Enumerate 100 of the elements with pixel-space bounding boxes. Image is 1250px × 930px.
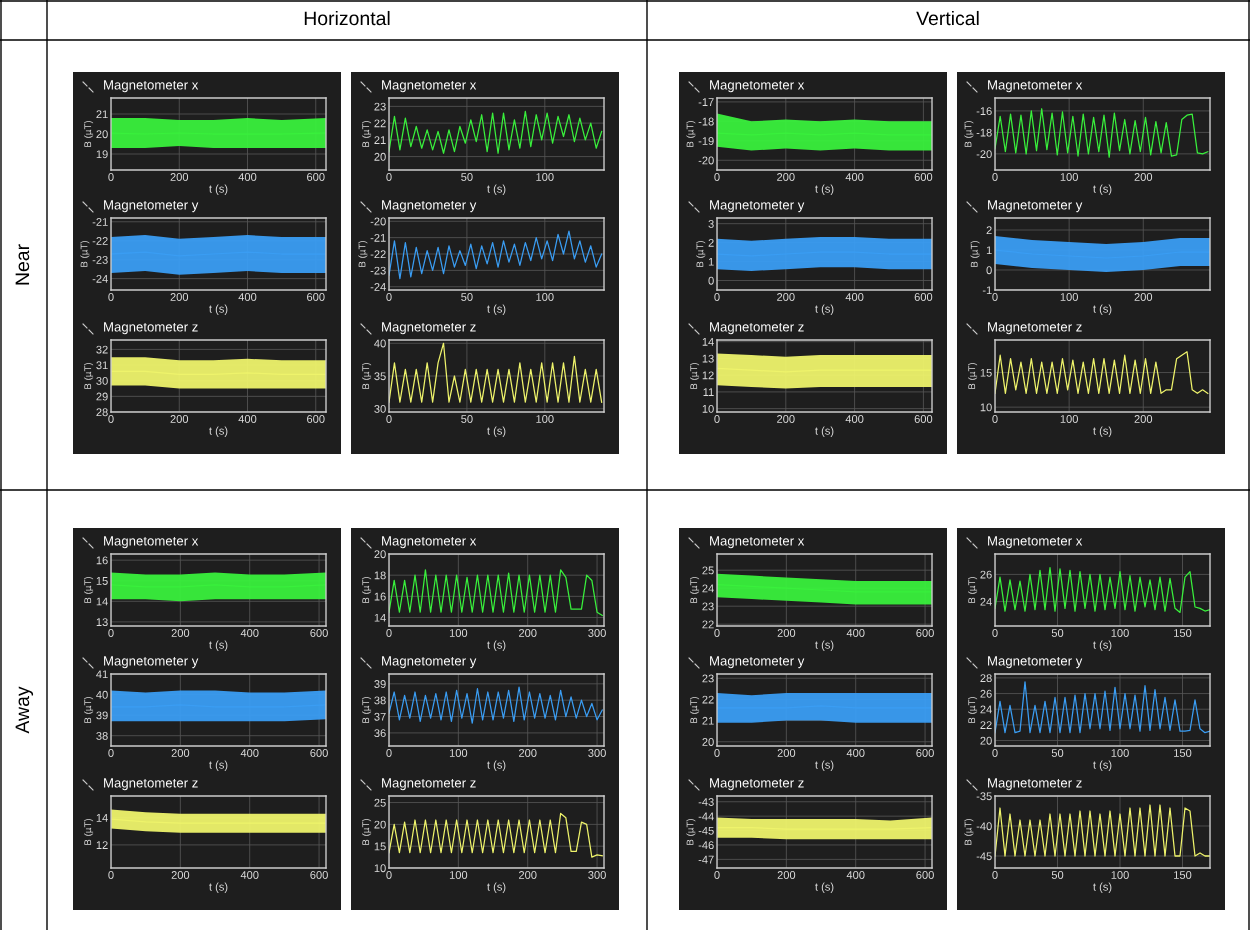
y-tick-label: 38 [96, 731, 108, 740]
x-axis-title: t (s) [815, 426, 834, 437]
chart-title: Magnetometer y [988, 656, 1083, 669]
x-tick-label: 100 [449, 749, 468, 757]
x-tick-label: 100 [449, 629, 468, 637]
x-axis-title: t (s) [487, 640, 506, 651]
y-tick-label: 21 [702, 716, 714, 725]
line-series [995, 108, 1209, 158]
x-axis-title: t (s) [487, 426, 506, 437]
x-tick-label: 400 [846, 749, 865, 757]
y-axis-title: B (µT) [690, 577, 700, 603]
y-tick-label: -24 [370, 282, 386, 291]
y-tick-label: 26 [980, 689, 992, 698]
x-tick-label: 200 [519, 749, 537, 757]
x-tick-label: 100 [1060, 293, 1078, 301]
x-tick-label: 50 [461, 173, 473, 181]
y-tick-label: 0 [708, 276, 714, 285]
x-axis-title: t (s) [815, 640, 834, 651]
y-tick-label: 24 [980, 597, 992, 606]
y-tick-label: -35 [976, 792, 992, 801]
y-axis-title: B (µT) [968, 363, 978, 389]
x-tick-label: 0 [108, 415, 114, 423]
x-tick-label: 0 [386, 293, 392, 301]
x-axis-title: t (s) [487, 882, 506, 893]
y-tick-label: 25 [702, 566, 714, 575]
y-axis-title: B (µT) [964, 819, 974, 845]
y-tick-label: 13 [96, 618, 108, 627]
line-series [389, 812, 603, 858]
y-tick-label: 14 [96, 814, 108, 822]
y-tick-label: 2 [986, 226, 992, 235]
y-tick-label: -20 [370, 217, 386, 226]
y-axis-title: B (µT) [696, 241, 706, 267]
y-tick-label: 40 [374, 339, 386, 348]
y-tick-label: 28 [980, 674, 992, 683]
line-series [995, 681, 1210, 734]
x-axis-title: t (s) [487, 304, 506, 315]
y-axis-title: B (µT) [84, 363, 94, 389]
y-tick-label: 20 [702, 738, 714, 746]
x-tick-label: 600 [914, 173, 933, 181]
y-axis-title: B (µT) [964, 121, 974, 147]
y-tick-label: 28 [96, 408, 108, 417]
x-tick-label: 100 [536, 293, 554, 301]
x-tick-label: 0 [992, 173, 998, 181]
x-tick-label: 600 [916, 871, 934, 879]
y-axis-title: B (µT) [968, 697, 978, 723]
y-tick-label: 40 [96, 690, 108, 699]
x-tick-label: 0 [714, 629, 720, 637]
x-tick-label: 200 [519, 871, 537, 879]
x-tick-label: 400 [846, 629, 865, 637]
x-tick-label: 0 [386, 173, 392, 181]
y-axis-title: B (µT) [362, 363, 372, 389]
y-tick-label: 20 [96, 130, 108, 139]
y-tick-label: 24 [702, 584, 714, 593]
x-tick-label: 0 [108, 749, 114, 757]
x-tick-label: 300 [588, 629, 606, 637]
x-axis-title: t (s) [1093, 304, 1112, 315]
x-axis-title: t (s) [1093, 184, 1112, 195]
x-tick-label: 100 [536, 415, 554, 423]
x-tick-label: 100 [536, 173, 554, 181]
x-tick-label: 100 [1111, 871, 1129, 879]
chart-title: Magnetometer x [988, 536, 1083, 549]
line-series [995, 351, 1209, 394]
y-tick-label: 30 [374, 404, 386, 413]
x-tick-label: 0 [108, 871, 114, 879]
line-series [995, 566, 1210, 614]
x-tick-label: 50 [461, 415, 473, 423]
x-tick-label: 600 [307, 415, 325, 423]
chart-title: Magnetometer z [988, 778, 1082, 791]
x-axis-title: t (s) [487, 184, 506, 195]
x-tick-label: 600 [914, 415, 933, 423]
x-tick-label: 600 [914, 293, 933, 301]
y-tick-label: -19 [698, 137, 714, 145]
x-tick-label: 400 [846, 871, 865, 879]
chart-title: Magnetometer x [104, 80, 199, 93]
chart-title: Magnetometer y [382, 656, 477, 669]
x-tick-label: 300 [588, 871, 606, 879]
chart-title: Magnetometer y [104, 656, 199, 669]
y-axis-title: B (µT) [84, 819, 94, 845]
x-tick-label: 200 [170, 293, 189, 301]
x-tick-label: 0 [714, 749, 720, 757]
x-tick-label: 200 [777, 749, 796, 757]
y-tick-label: -45 [976, 852, 992, 861]
x-tick-label: 150 [1174, 749, 1192, 757]
y-tick-label: 22 [980, 721, 992, 729]
x-tick-label: 400 [240, 871, 259, 879]
y-axis-title: B (µT) [362, 577, 372, 603]
x-tick-label: 200 [1134, 173, 1153, 181]
x-tick-label: 400 [238, 415, 257, 423]
x-tick-label: 600 [310, 629, 328, 637]
y-tick-label: 29 [96, 392, 108, 401]
y-tick-label: 31 [96, 361, 108, 370]
x-tick-label: 0 [714, 871, 720, 879]
x-tick-label: 0 [108, 629, 114, 637]
y-tick-label: 14 [374, 613, 386, 622]
y-axis-title: B (µT) [362, 121, 372, 147]
x-tick-label: 200 [1134, 293, 1153, 301]
x-axis-title: t (s) [815, 760, 834, 771]
y-axis-title: B (µT) [358, 241, 368, 267]
x-tick-label: 0 [992, 629, 998, 637]
x-tick-label: 600 [307, 173, 325, 181]
